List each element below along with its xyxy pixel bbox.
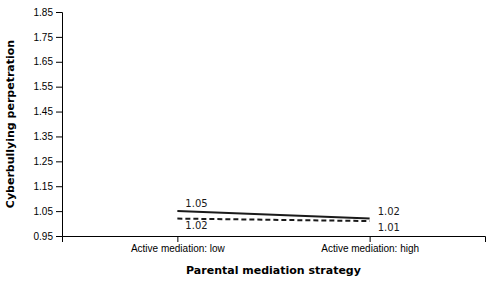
y-tick: 1.05: [34, 206, 62, 217]
y-tick-mark: [56, 87, 62, 88]
x-tick-mark: [370, 236, 371, 242]
y-tick-mark: [56, 186, 62, 187]
y-axis-title: Cyberbullying perpetration: [4, 40, 17, 208]
y-tick-label: 1.05: [34, 206, 54, 217]
y-tick-mark: [56, 211, 62, 212]
x-axis-title: Parental mediation strategy: [186, 264, 361, 277]
plot: 0.95 1.05 1.15 1.25 1.35 1.45 1.55 1.65 1.75 1.85…: [34, 7, 486, 254]
y-tick-mark: [56, 161, 62, 162]
y-axis: 0.95 1.05 1.15 1.25 1.35 1.45 1.55 1.65 1.75 1.85: [34, 7, 63, 242]
x-axis: Active mediation: low Active mediation: h…: [63, 236, 486, 254]
y-tick-label: 1.75: [34, 32, 54, 43]
y-tick-label: 1.55: [34, 81, 54, 92]
y-tick: 1.75: [34, 32, 62, 43]
y-tick: 0.95: [34, 231, 62, 242]
y-tick-mark: [56, 136, 62, 137]
y-tick-mark: [56, 62, 62, 63]
x-tick-label: Active mediation: high: [321, 243, 419, 254]
x-tick: Active mediation: low: [131, 236, 226, 254]
y-tick: 1.65: [34, 56, 62, 67]
y-tick-label: 1.35: [34, 131, 54, 142]
y-tick-label: 1.65: [34, 56, 54, 67]
y-tick: 1.55: [34, 81, 62, 92]
y-tick: 1.25: [34, 156, 62, 167]
x-axis-line: [63, 237, 486, 243]
y-tick-mark: [56, 236, 62, 237]
y-tick: 1.45: [34, 106, 62, 117]
y-tick: 1.15: [34, 181, 62, 192]
y-tick-label: 0.95: [34, 231, 54, 242]
x-tick-mark: [177, 236, 178, 242]
series-line: [177, 211, 369, 218]
y-tick-label: 1.15: [34, 181, 54, 192]
data-labels: 1.05 1.02 1.02 1.01: [185, 198, 400, 233]
y-tick-mark: [56, 12, 62, 13]
y-tick: 1.35: [34, 131, 62, 142]
x-tick-label: Active mediation: low: [131, 243, 226, 254]
y-axis-line: [56, 13, 63, 237]
data-label: 1.05: [185, 198, 207, 209]
data-label: 1.02: [378, 206, 400, 217]
y-tick-label: 1.85: [34, 7, 54, 18]
chart: 0.95 1.05 1.15 1.25 1.35 1.45 1.55 1.65 1.75 1.85…: [0, 0, 500, 282]
x-tick: Active mediation: high: [321, 236, 419, 254]
y-tick-mark: [56, 112, 62, 113]
y-tick-label: 1.25: [34, 156, 54, 167]
y-tick: 1.85: [34, 7, 62, 18]
data-label: 1.01: [378, 222, 400, 233]
y-tick-mark: [56, 37, 62, 38]
y-tick-label: 1.45: [34, 106, 54, 117]
data-label: 1.02: [185, 220, 207, 231]
